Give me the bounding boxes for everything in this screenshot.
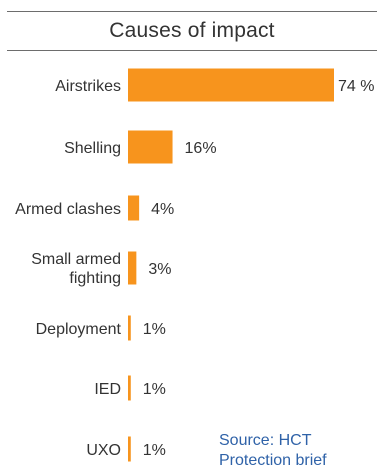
bar-0 — [128, 68, 334, 102]
title-rule — [7, 50, 377, 51]
bar-1 — [128, 130, 173, 164]
value-label-6: 1% — [143, 442, 166, 459]
bar-2 — [128, 195, 140, 221]
bar-3 — [128, 251, 137, 285]
value-label-0: 74 % — [338, 78, 374, 95]
value-label-2: 4% — [151, 201, 174, 218]
value-label-5: 1% — [143, 381, 166, 398]
category-label-1: Shelling — [64, 140, 121, 157]
category-label-5: IED — [94, 381, 121, 398]
category-label-0: Airstrikes — [55, 78, 121, 95]
bar-6 — [128, 436, 131, 462]
source-line-1: Source: HCT — [219, 432, 312, 449]
category-label-6: UXO — [86, 442, 121, 459]
value-label-1: 16% — [185, 140, 217, 157]
category-label-3: Small armed fighting — [31, 251, 121, 287]
value-label-4: 1% — [143, 321, 166, 338]
bar-5 — [128, 375, 131, 401]
category-label-2: Armed clashes — [15, 201, 121, 218]
category-label-4: Deployment — [36, 321, 122, 338]
top-rule — [7, 11, 377, 12]
source-note: Source: HCT Protection brief — [219, 431, 377, 473]
bar-4 — [128, 315, 131, 341]
value-label-3: 3% — [148, 261, 171, 278]
chart-title: Causes of impact — [109, 19, 275, 42]
source-line-2: Protection brief — [219, 452, 327, 469]
